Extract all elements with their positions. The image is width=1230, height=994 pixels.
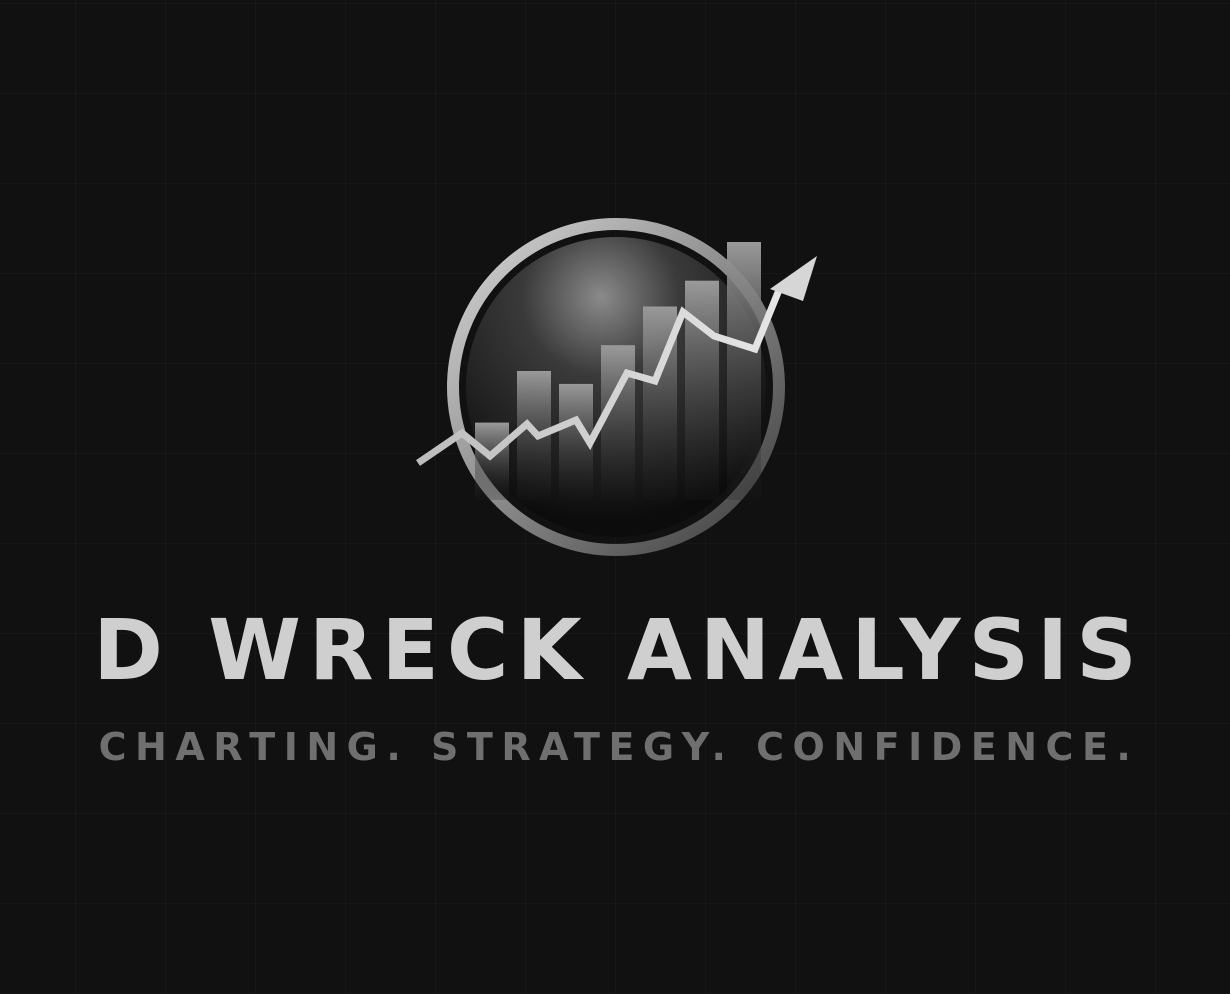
brand-name: D WRECK ANALYSIS — [93, 601, 1145, 699]
brand-tagline: CHARTING. STRATEGY. CONFIDENCE. — [98, 725, 1140, 769]
chart-bar — [727, 242, 761, 500]
rising-chart-arrow-icon — [416, 256, 817, 466]
chart-bar — [475, 422, 509, 500]
chart-bars — [475, 242, 761, 500]
chart-bar — [601, 345, 635, 500]
